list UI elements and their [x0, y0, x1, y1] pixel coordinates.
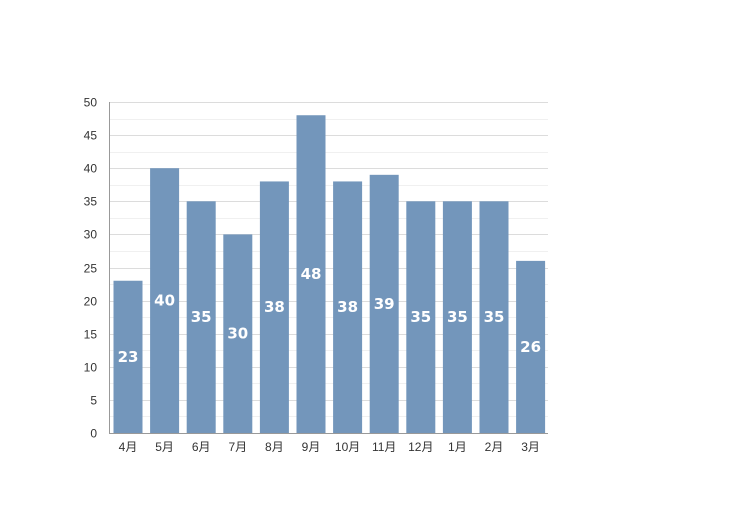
x-tick-label: 11月	[372, 440, 396, 454]
bar	[259, 181, 289, 433]
y-tick-label: 20	[84, 295, 98, 309]
y-tick-label: 15	[84, 328, 98, 342]
axes	[109, 102, 548, 434]
data-label: 30	[227, 325, 248, 343]
bar	[479, 201, 509, 433]
bar	[516, 260, 546, 433]
bar	[369, 174, 399, 433]
x-tick-label: 4月	[119, 440, 138, 454]
x-tick-labels: 4月 5月 6月 7月 8月 9月 10月 11月 12月 1月 2月 3月	[119, 440, 540, 454]
data-label: 48	[301, 265, 322, 283]
y-tick-label: 40	[84, 162, 98, 176]
data-label: 38	[264, 298, 285, 316]
x-tick-label: 8月	[265, 440, 284, 454]
data-labels: 23 40 35 30 38 48 38 39 35 35 35 26	[118, 265, 541, 366]
x-tick-label: 6月	[192, 440, 211, 454]
bar	[333, 181, 363, 433]
bar	[406, 201, 436, 433]
data-label: 40	[154, 292, 175, 310]
y-tick-label: 5	[90, 394, 97, 408]
bar	[150, 168, 180, 433]
y-tick-label: 35	[84, 195, 98, 209]
bars	[113, 115, 546, 434]
x-tick-label: 1月	[448, 440, 467, 454]
x-tick-label: 9月	[302, 440, 321, 454]
x-tick-label: 2月	[485, 440, 504, 454]
data-label: 35	[191, 308, 212, 326]
bar	[223, 234, 253, 433]
data-label: 35	[484, 308, 505, 326]
x-tick-label: 10月	[335, 440, 360, 454]
data-label: 38	[337, 298, 358, 316]
x-tick-label: 12月	[408, 440, 433, 454]
x-tick-label: 5月	[155, 440, 174, 454]
bar	[442, 201, 472, 433]
y-tick-label: 45	[84, 129, 98, 143]
y-tick-label: 30	[84, 228, 98, 242]
y-tick-label: 10	[84, 361, 98, 375]
data-label: 35	[410, 308, 431, 326]
data-label: 39	[374, 295, 395, 313]
y-tick-label: 0	[90, 427, 97, 441]
y-tick-label: 50	[84, 96, 98, 110]
bar	[113, 280, 143, 433]
bar	[186, 201, 216, 433]
y-tick-labels: 0 5 10 15 20 25 30 35 40 45 50	[84, 96, 98, 441]
data-label: 23	[118, 348, 139, 366]
x-tick-label: 3月	[521, 440, 540, 454]
data-label: 26	[520, 338, 541, 356]
x-tick-label: 7月	[228, 440, 247, 454]
bar	[296, 115, 326, 434]
y-tick-label: 25	[84, 262, 98, 276]
grid-lines	[109, 102, 548, 417]
data-label: 35	[447, 308, 468, 326]
